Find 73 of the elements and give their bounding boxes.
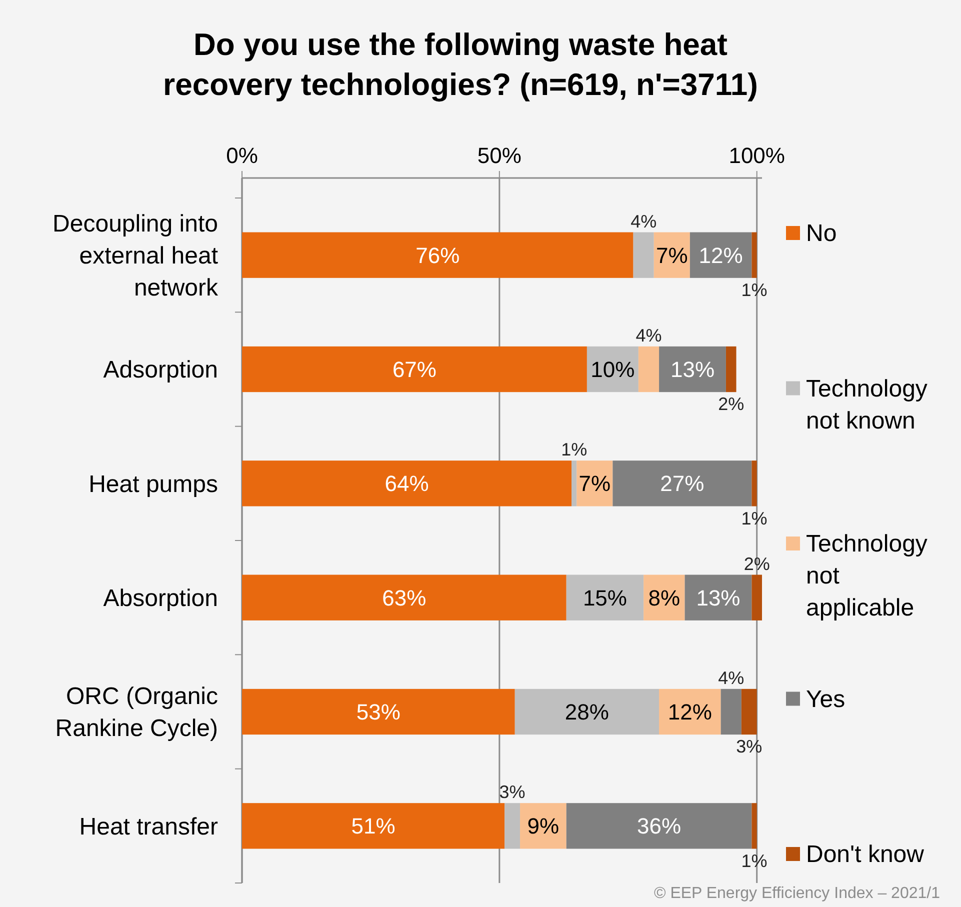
bar [752,574,762,620]
bar [242,688,515,735]
y-tick-label: Heat pumps [88,470,218,498]
data-label: 15% [582,585,627,610]
legend-label: Technology not applicable [806,530,928,622]
y-tick-label: ORC (Organic Rankine Cycle) [55,683,218,742]
bar [633,232,654,278]
data-label: 3% [499,782,526,802]
bar [566,803,752,849]
bar [720,688,742,735]
data-label: 12% [698,242,743,268]
bar [690,232,752,278]
data-label: 4% [630,211,657,232]
bar [752,232,757,278]
bar [684,574,752,620]
y-tick-label: Decoupling into external heat network [52,210,219,302]
bar [659,688,721,735]
data-label: 2% [718,394,744,414]
bar [242,460,572,506]
text: © EEP Energy Efficiency Index – 2021/1 [654,885,940,902]
data-label: 3% [736,736,762,757]
bar [566,574,644,620]
data-label: 1% [741,850,768,871]
data-label: 9% [527,814,560,839]
bar [504,803,520,849]
data-label: 36% [637,814,682,839]
bar [612,460,752,506]
data-label: 10% [590,356,635,382]
y-tick-label: Adsorption [103,356,218,384]
data-label: 7% [578,471,611,496]
data-label: 53% [356,699,400,724]
legend-label: Don't know [806,841,925,868]
x-tick-label: 0% [226,143,258,168]
y-tick-label: Absorption [103,584,218,612]
data-label: 8% [648,585,680,610]
bar [752,460,757,506]
data-label: 4% [636,325,662,346]
bar [576,460,613,506]
bar [242,232,634,278]
legend-label: No [806,220,837,248]
data-label: 51% [351,814,396,839]
data-label: 76% [416,242,460,268]
bar [242,346,587,392]
bar [659,346,726,392]
data-label: 1% [741,280,768,300]
data-label: 27% [660,471,704,496]
bar [638,346,660,392]
data-label: 12% [668,699,712,724]
data-label: 2% [744,554,770,574]
bar [741,688,757,735]
data-label: 7% [656,242,688,268]
data-label: 1% [741,508,768,528]
bar [242,574,566,620]
bar [572,460,577,506]
bar [520,803,566,849]
bar [726,346,736,392]
bar [752,803,757,849]
data-label: 13% [670,356,715,382]
bar [242,803,505,849]
legend-label: Technology not known [806,375,928,434]
bar [514,688,660,735]
data-label: 63% [382,585,426,610]
data-label: 1% [561,440,588,460]
x-tick-label: 100% [728,143,785,168]
data-label: 4% [718,668,744,688]
data-label: 67% [392,356,436,382]
data-label: 28% [564,699,609,724]
data-label: 64% [384,471,429,496]
y-tick-label: Heat transfer [79,813,218,840]
chart-title: Do you use the following waste heat recovery technologies? (n=619, n'=3711) [163,26,758,102]
x-tick-label: 50% [477,143,522,168]
legend-label: Yes [806,686,846,713]
data-label: 13% [696,585,740,610]
